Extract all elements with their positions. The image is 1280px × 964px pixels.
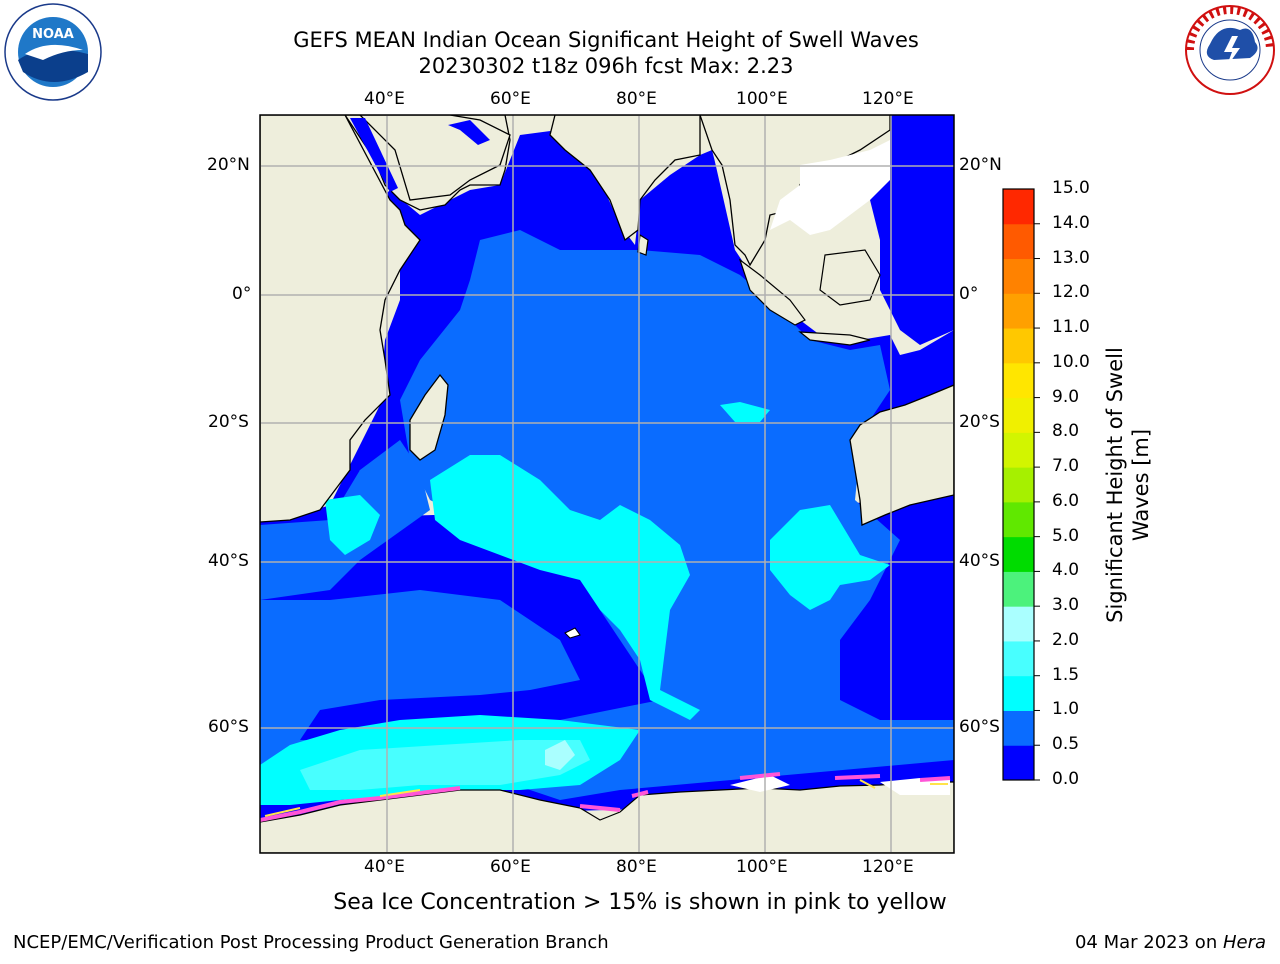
colorbar-tick-label: 11.0 (1052, 317, 1090, 338)
land-philippines (770, 140, 890, 235)
colorbar-tick-label: 13.0 (1052, 247, 1090, 268)
footer-branch: NCEP/EMC/Verification Post Processing Pr… (13, 932, 609, 953)
land-africa-east (260, 115, 421, 523)
land-java (798, 331, 871, 346)
map-frame (259, 114, 955, 854)
colorbar-tick-label: 15.0 (1052, 178, 1090, 198)
colorbar-segment (1003, 501, 1034, 538)
colorbar-frame (1002, 188, 1035, 781)
swell-cyan-east (770, 505, 890, 610)
land-madagascar (409, 373, 449, 461)
colorbar-tick-label: 6.0 (1052, 490, 1080, 511)
colorbar-tick-label: 10.0 (1052, 351, 1090, 372)
swell-lightcyan (300, 740, 590, 790)
colorbar-tick-label: 3.0 (1052, 595, 1080, 616)
footer-date: 04 Mar 2023 on Hera (1075, 932, 1266, 953)
lon-tick-top: 80°E (616, 89, 657, 109)
colorbar-segment (1003, 362, 1034, 399)
lon-tick-top: 100°E (736, 89, 788, 109)
colorbar-segment (1003, 223, 1034, 260)
colorbar-tick-label: 7.0 (1052, 456, 1080, 477)
map-title: GEFS MEAN Indian Ocean Significant Heigh… (293, 28, 919, 52)
antarctica-ice-white (730, 775, 950, 795)
colorbar-tick-label: 2.0 (1052, 629, 1080, 650)
colorbar-segment (1003, 536, 1034, 572)
colorbar-segment (1003, 571, 1034, 607)
lat-tick-right: 0° (959, 284, 979, 304)
lat-tick-right: 20°S (959, 412, 1000, 432)
colorbar-tick-label: 1.5 (1052, 664, 1080, 685)
colorbar-tick-label: 5.0 (1052, 525, 1080, 546)
colorbar-segment (1003, 745, 1034, 781)
colorbar-segment (1003, 467, 1034, 503)
land-australia (849, 384, 954, 526)
lat-tick-left: 20°N (207, 155, 250, 175)
colorbar-segment (1003, 606, 1034, 642)
colorbar-segment (1003, 710, 1034, 746)
lon-tick-top: 40°E (364, 89, 405, 109)
map-subtitle: 20230302 t18z 096h fcst Max: 2.23 (418, 54, 794, 78)
land-india (549, 115, 701, 242)
footer-date-text: 04 Mar 2023 on (1074, 932, 1223, 953)
swell-palecyan (545, 740, 575, 770)
lon-tick-bottom: 100°E (736, 857, 788, 877)
colorbar-tick-label: 0.5 (1052, 734, 1080, 755)
lat-tick-left: 40°S (208, 551, 249, 571)
sea-ice-yellow (264, 779, 948, 817)
land-borneo (819, 249, 881, 306)
colorbar-tick-label: 8.0 (1052, 421, 1080, 442)
colorbar-segment (1003, 328, 1034, 364)
swell-cyan-central (430, 455, 700, 720)
colorbar-tick-label: 9.0 (1052, 386, 1080, 407)
colorbar (1003, 189, 1040, 781)
lat-tick-right: 40°S (959, 551, 1000, 571)
land-island (564, 627, 581, 639)
colorbar-tick-label: 4.0 (1052, 560, 1080, 581)
colorbar-segment (1003, 258, 1034, 294)
grid-lines (260, 115, 954, 853)
nws-logo (1180, 2, 1280, 102)
lon-tick-top: 60°E (490, 89, 531, 109)
colorbar-tick-label: 12.0 (1052, 282, 1090, 303)
lon-tick-bottom: 40°E (364, 857, 405, 877)
lat-tick-left: 0° (232, 284, 252, 304)
persian-gulf (448, 120, 490, 145)
lon-tick-bottom: 60°E (490, 857, 531, 877)
colorbar-label: Significant Height of Swell Waves [m] (1103, 347, 1153, 623)
swell-cyan-west (325, 495, 380, 555)
swell-cyan-small (720, 402, 770, 422)
lat-tick-left: 60°S (208, 717, 249, 737)
colorbar-tick-label: 14.0 (1052, 212, 1090, 233)
colorbar-segment (1003, 640, 1034, 677)
colorbar-segment (1003, 397, 1034, 433)
colorbar-segment (1003, 189, 1034, 225)
lat-tick-left: 20°S (208, 412, 249, 432)
noaa-logo: NOAA (3, 2, 103, 102)
footer-host: Hera (1222, 932, 1266, 953)
noaa-logo-text: NOAA (32, 27, 74, 42)
colorbar-segment (1003, 293, 1034, 329)
lon-tick-bottom: 80°E (616, 857, 657, 877)
lon-tick-bottom: 120°E (862, 857, 914, 877)
sea-ice-note: Sea Ice Concentration > 15% is shown in … (333, 890, 947, 915)
lat-tick-right: 20°N (959, 155, 1002, 175)
red-sea (350, 118, 398, 192)
colorbar-segment (1003, 432, 1034, 468)
colorbar-tick-label: 1.0 (1052, 699, 1080, 720)
lon-tick-top: 120°E (862, 89, 914, 109)
lat-tick-right: 60°S (959, 717, 1000, 737)
colorbar-tick-label: 0.0 (1052, 769, 1080, 789)
colorbar-segment (1003, 675, 1034, 711)
sea-ice-edge (260, 772, 951, 822)
